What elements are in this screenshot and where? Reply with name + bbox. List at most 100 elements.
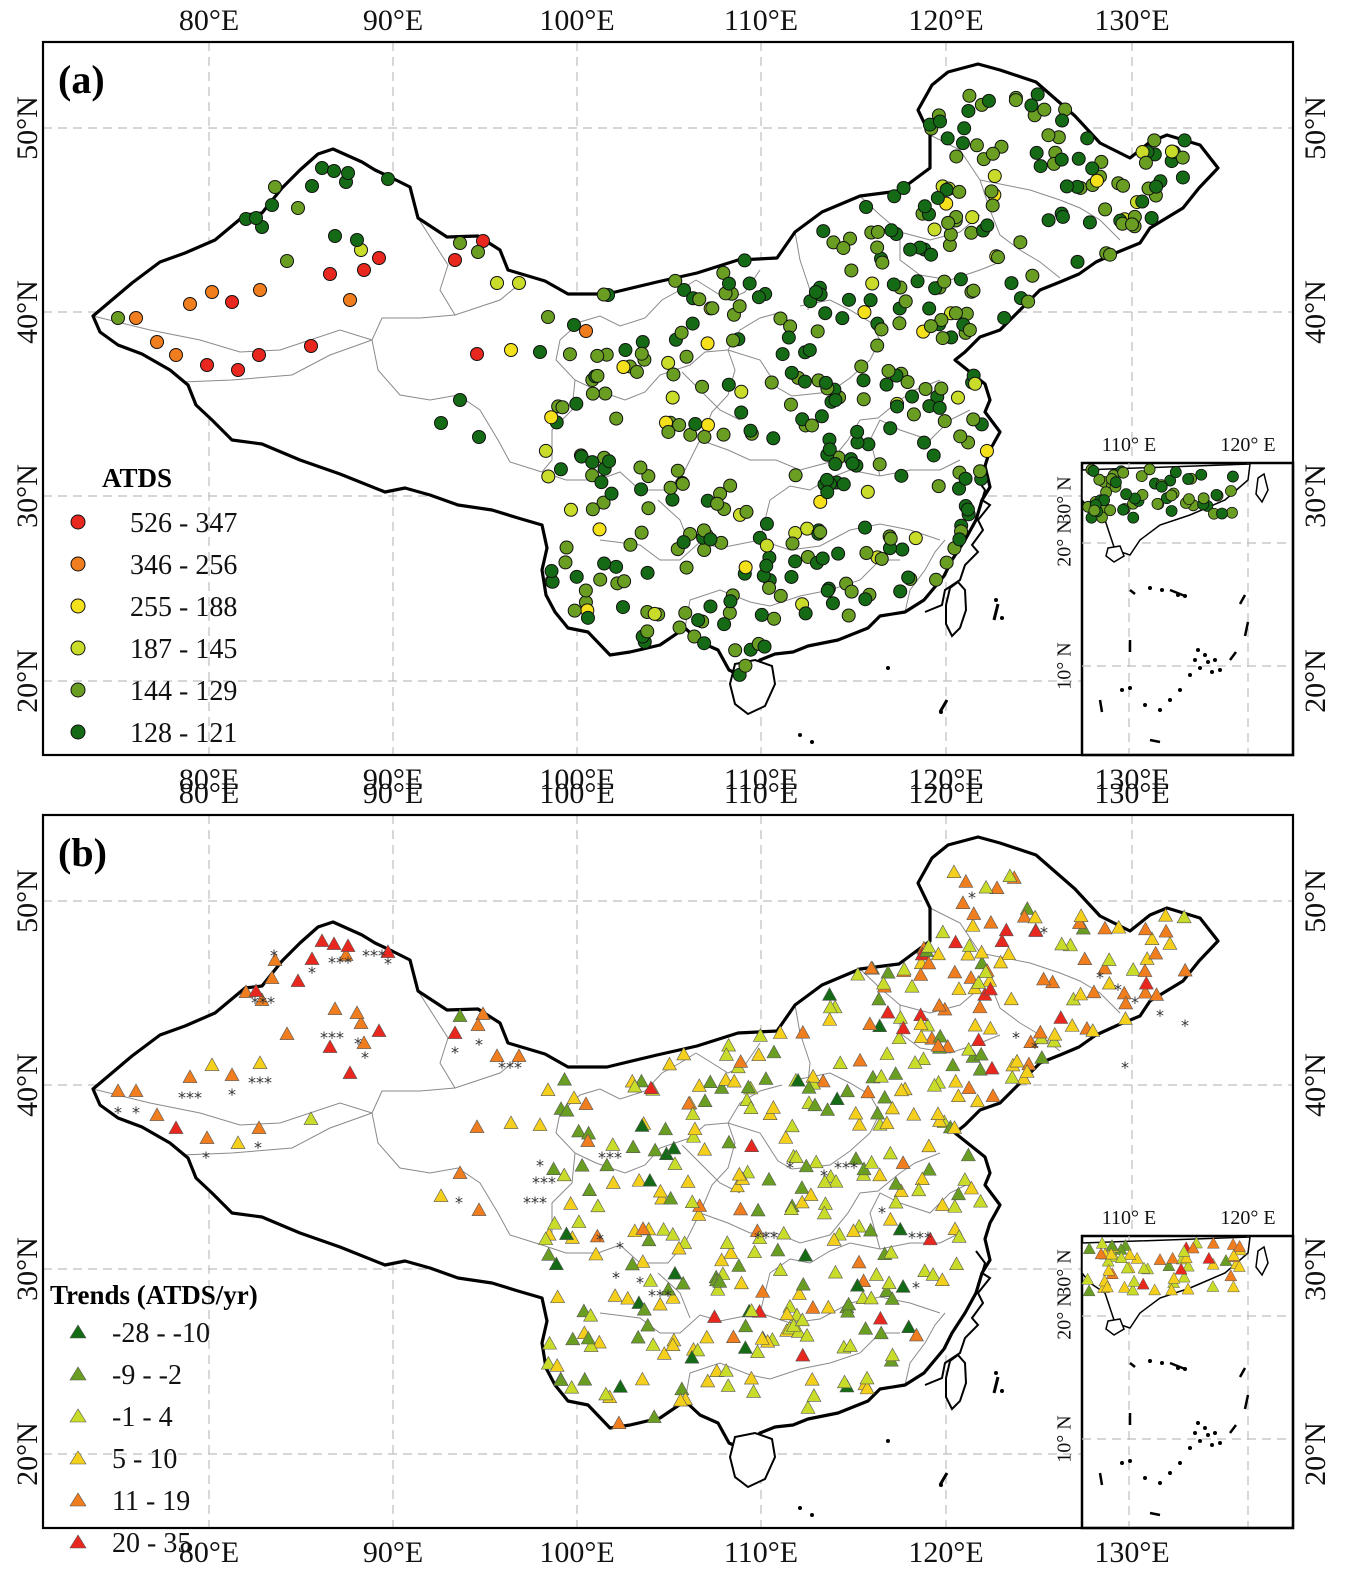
station-circle: [879, 377, 894, 392]
province-boundary: [181, 339, 373, 383]
station-circle: [813, 494, 828, 509]
station-triangle: [970, 975, 987, 989]
station-triangle: [581, 1182, 598, 1196]
station-triangle: [994, 933, 1010, 948]
station-circle: [893, 584, 908, 599]
station-circle: [585, 455, 600, 470]
inset-station-triangle: [1127, 1274, 1141, 1287]
inset-station-triangle: [1126, 1283, 1140, 1296]
station-circle: [1080, 131, 1095, 146]
station-circle: [471, 245, 485, 259]
station-triangle: [848, 1105, 864, 1120]
station-triangle: [199, 1130, 215, 1144]
station-circle: [721, 276, 736, 291]
station-circle: [933, 114, 948, 129]
inset-hainan: [1105, 545, 1125, 563]
station-circle: [825, 596, 840, 611]
inset-station-triangle: [1166, 1251, 1180, 1264]
panel-b-y-ticks: 50°N 50°N 40°N 40°N 30°N 30°N 20°N 20°N: [11, 869, 1332, 1486]
station-circle: [453, 236, 467, 250]
significance-marker: *: [1121, 1058, 1129, 1077]
station-circle: [841, 608, 856, 623]
province-boundary: [684, 1332, 900, 1402]
station-triangle: [642, 1173, 658, 1187]
station-triangle: [1009, 1053, 1025, 1068]
station-triangle: [873, 1068, 889, 1083]
x-tick-label-top: 90°E: [363, 777, 423, 810]
significance-marker: *: [1156, 1006, 1164, 1025]
x-tick-label-bottom: 90°E: [363, 1536, 423, 1569]
station-circle: [590, 368, 605, 383]
station-triangle: [815, 1073, 831, 1088]
station-circle: [804, 418, 819, 433]
inset-station-circle: [1216, 507, 1228, 520]
station-triangle: [967, 1017, 983, 1032]
station-circle: [1147, 133, 1162, 148]
station-circle: [592, 522, 607, 537]
station-circle: [723, 478, 738, 493]
station-triangle: [758, 1071, 774, 1085]
station-triangle: [1071, 915, 1087, 929]
station-triangle: [963, 1180, 979, 1195]
station-triangle: [690, 1342, 706, 1357]
station-circle: [490, 276, 504, 290]
significance-marker: *: [1040, 923, 1048, 942]
station-circle: [940, 131, 955, 146]
station-circle: [1029, 145, 1044, 160]
station-circle: [1055, 209, 1070, 224]
province-boundary: [681, 371, 741, 421]
significance-marker: *: [1114, 980, 1122, 999]
significance-marker: ***: [251, 993, 275, 1012]
station-triangle: [799, 1327, 815, 1342]
province-boundary: [859, 968, 981, 1014]
station-circle: [820, 583, 835, 598]
inset-station-triangle: [1114, 1251, 1128, 1264]
inset-station-triangle: [1177, 1270, 1191, 1283]
station-circle: [960, 502, 975, 517]
station-circle: [874, 322, 889, 337]
station-circle: [1116, 178, 1131, 193]
station-triangle: [852, 1052, 868, 1067]
x-tick-label-top: 130°E: [1094, 4, 1169, 37]
station-triangle: [252, 1055, 268, 1069]
station-circle: [924, 247, 939, 262]
station-circle: [802, 343, 817, 358]
station-triangle: [972, 1061, 988, 1076]
station-circle: [836, 477, 851, 492]
station-triangle: [797, 1247, 813, 1262]
station-triangle: [691, 1078, 707, 1092]
station-circle: [253, 283, 267, 297]
station-triangle: [1101, 952, 1117, 966]
station-triangle: [747, 1244, 763, 1259]
station-triangle: [754, 1331, 770, 1345]
province-boundary: [555, 279, 697, 361]
legend-item: -28 - -10: [69, 1318, 210, 1349]
x-tick-label-bottom: 100°E: [539, 763, 614, 796]
inset-station-circle: [1195, 468, 1208, 481]
province-boundary: [929, 134, 1061, 279]
station-triangle: [770, 1242, 786, 1257]
panel-b-label: (b): [58, 830, 107, 875]
station-circle: [949, 149, 964, 164]
station-triangle: [723, 1245, 739, 1259]
station-triangle: [794, 1312, 810, 1327]
station-triangle: [605, 1175, 621, 1189]
y-tick-label-right: 20°N: [1299, 1422, 1332, 1486]
station-triangle: [884, 1347, 901, 1362]
station-triangle: [630, 1329, 646, 1344]
station-triangle: [755, 1284, 771, 1298]
station-triangle: [930, 1106, 946, 1120]
station-triangle: [888, 1066, 904, 1080]
inset-island: [1148, 586, 1152, 590]
station-circle: [785, 536, 800, 551]
station-circle: [841, 292, 856, 307]
station-triangle: [548, 1256, 564, 1271]
station-circle: [743, 423, 758, 438]
panel-b-frame: [41, 813, 1295, 1530]
station-circle: [453, 393, 467, 407]
station-circle: [265, 198, 279, 212]
significance-marker: *: [1031, 1038, 1039, 1057]
y-tick-label-left: 40°N: [11, 280, 44, 344]
station-circle: [562, 347, 577, 362]
inset-station-triangle: [1233, 1239, 1247, 1252]
